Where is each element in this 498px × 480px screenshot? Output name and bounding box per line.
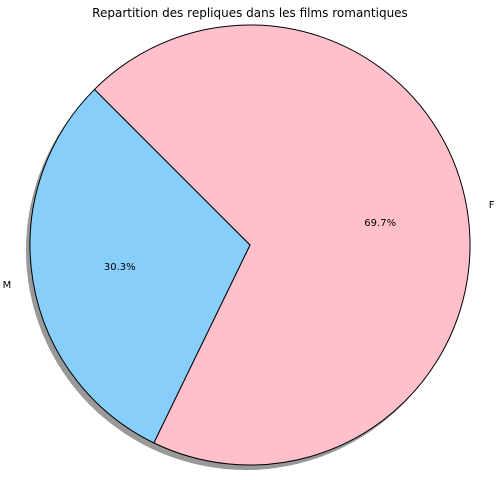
pie-slice-f [93, 24, 471, 466]
pie-slice-m [29, 88, 251, 444]
pie-labels: F 69.7% M 30.3% [3, 200, 495, 291]
chart-title: Repartition des repliques dans les films… [92, 6, 408, 20]
pie-label-m: M [3, 280, 12, 291]
pie-percent-f: 69.7% [364, 218, 396, 229]
pie-percent-m: 30.3% [104, 262, 136, 273]
pie-label-f: F [489, 200, 495, 211]
pie-slices [29, 24, 471, 466]
